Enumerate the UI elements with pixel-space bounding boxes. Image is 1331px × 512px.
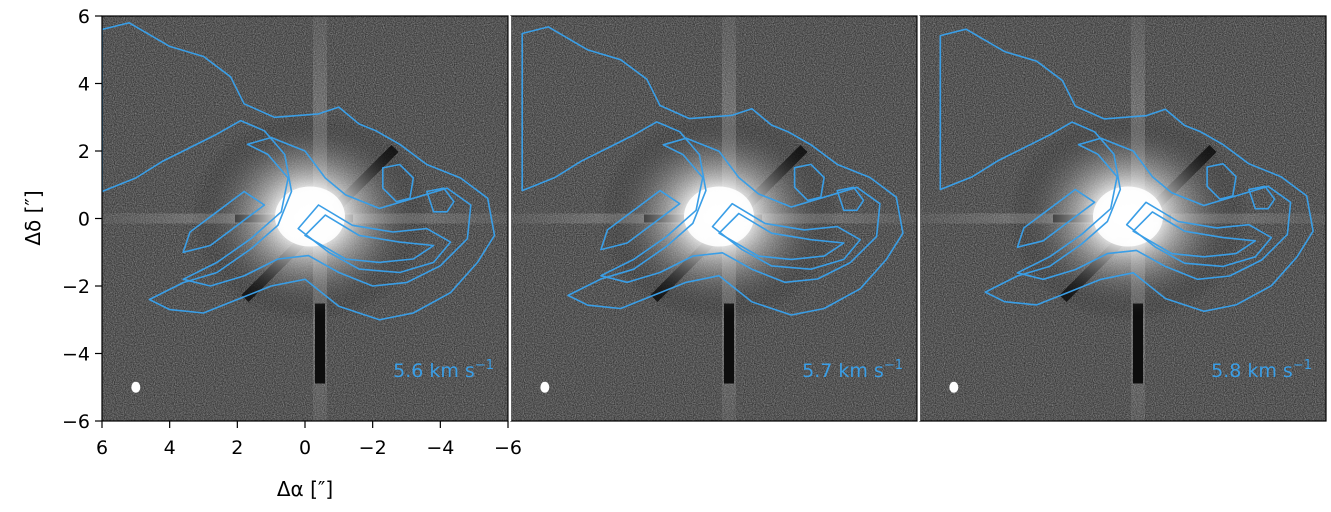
velocity-label: 5.6 km s−1	[393, 358, 494, 382]
panel-3	[920, 16, 1326, 421]
y-tick-label: 6	[78, 6, 90, 28]
x-tick-label: −2	[359, 437, 387, 459]
contour-2	[182, 136, 472, 287]
x-tick-label: −4	[426, 437, 454, 459]
beam-ellipse	[131, 381, 141, 393]
beam-ellipse	[540, 381, 550, 393]
velocity-unit-exponent: −1	[475, 358, 494, 373]
vertical-dark-band	[1133, 303, 1143, 384]
contour-2	[600, 137, 881, 284]
stellar-core	[275, 186, 345, 247]
contour-5	[1206, 163, 1237, 200]
contour-4	[304, 214, 435, 264]
contour-3	[711, 202, 861, 270]
contour-5	[793, 163, 825, 202]
vertical-dark-band	[724, 303, 734, 384]
contour-7	[182, 190, 266, 254]
contour-6	[426, 187, 455, 213]
velocity-unit-exponent: −1	[1293, 358, 1312, 373]
vertical-dark-band	[315, 303, 325, 384]
x-tick-label: 6	[96, 437, 108, 459]
panel-1	[102, 16, 508, 421]
x-tick-label: 4	[164, 437, 176, 459]
contour-7	[600, 189, 681, 251]
contour-5	[382, 163, 415, 203]
velocity-value: 5.6 km s	[393, 360, 475, 382]
x-tick-label: 0	[299, 437, 311, 459]
contour-1	[102, 22, 496, 321]
contour-4	[718, 212, 845, 261]
y-tick-label: −6	[62, 411, 90, 433]
y-tick-label: −4	[62, 344, 90, 366]
velocity-value: 5.8 km s	[1211, 360, 1293, 382]
velocity-value: 5.7 km s	[802, 360, 884, 382]
contour-3	[297, 204, 452, 274]
velocity-unit-exponent: −1	[884, 358, 903, 373]
velocity-label: 5.7 km s−1	[802, 358, 903, 382]
contour-4	[1132, 211, 1257, 258]
contour-7	[1016, 188, 1096, 248]
contour-1	[939, 28, 1314, 313]
contour-1	[521, 26, 904, 316]
contour-6	[1248, 185, 1276, 210]
stellar-core	[1093, 186, 1163, 247]
contour-2	[1016, 137, 1292, 281]
y-tick-label: 0	[78, 209, 90, 231]
x-axis-label: Δα [″]	[277, 477, 333, 501]
x-tick-label: −6	[494, 437, 522, 459]
y-tick-label: −2	[62, 276, 90, 298]
beam-ellipse	[949, 381, 959, 393]
contour-3	[1125, 201, 1273, 268]
contour-6	[836, 186, 865, 212]
y-tick-label: 4	[78, 74, 90, 96]
x-tick-label: 2	[231, 437, 243, 459]
y-axis-label: Δδ [″]	[21, 190, 45, 245]
velocity-label: 5.8 km s−1	[1211, 358, 1312, 382]
y-tick-label: 2	[78, 141, 90, 163]
panel-2	[511, 16, 917, 421]
